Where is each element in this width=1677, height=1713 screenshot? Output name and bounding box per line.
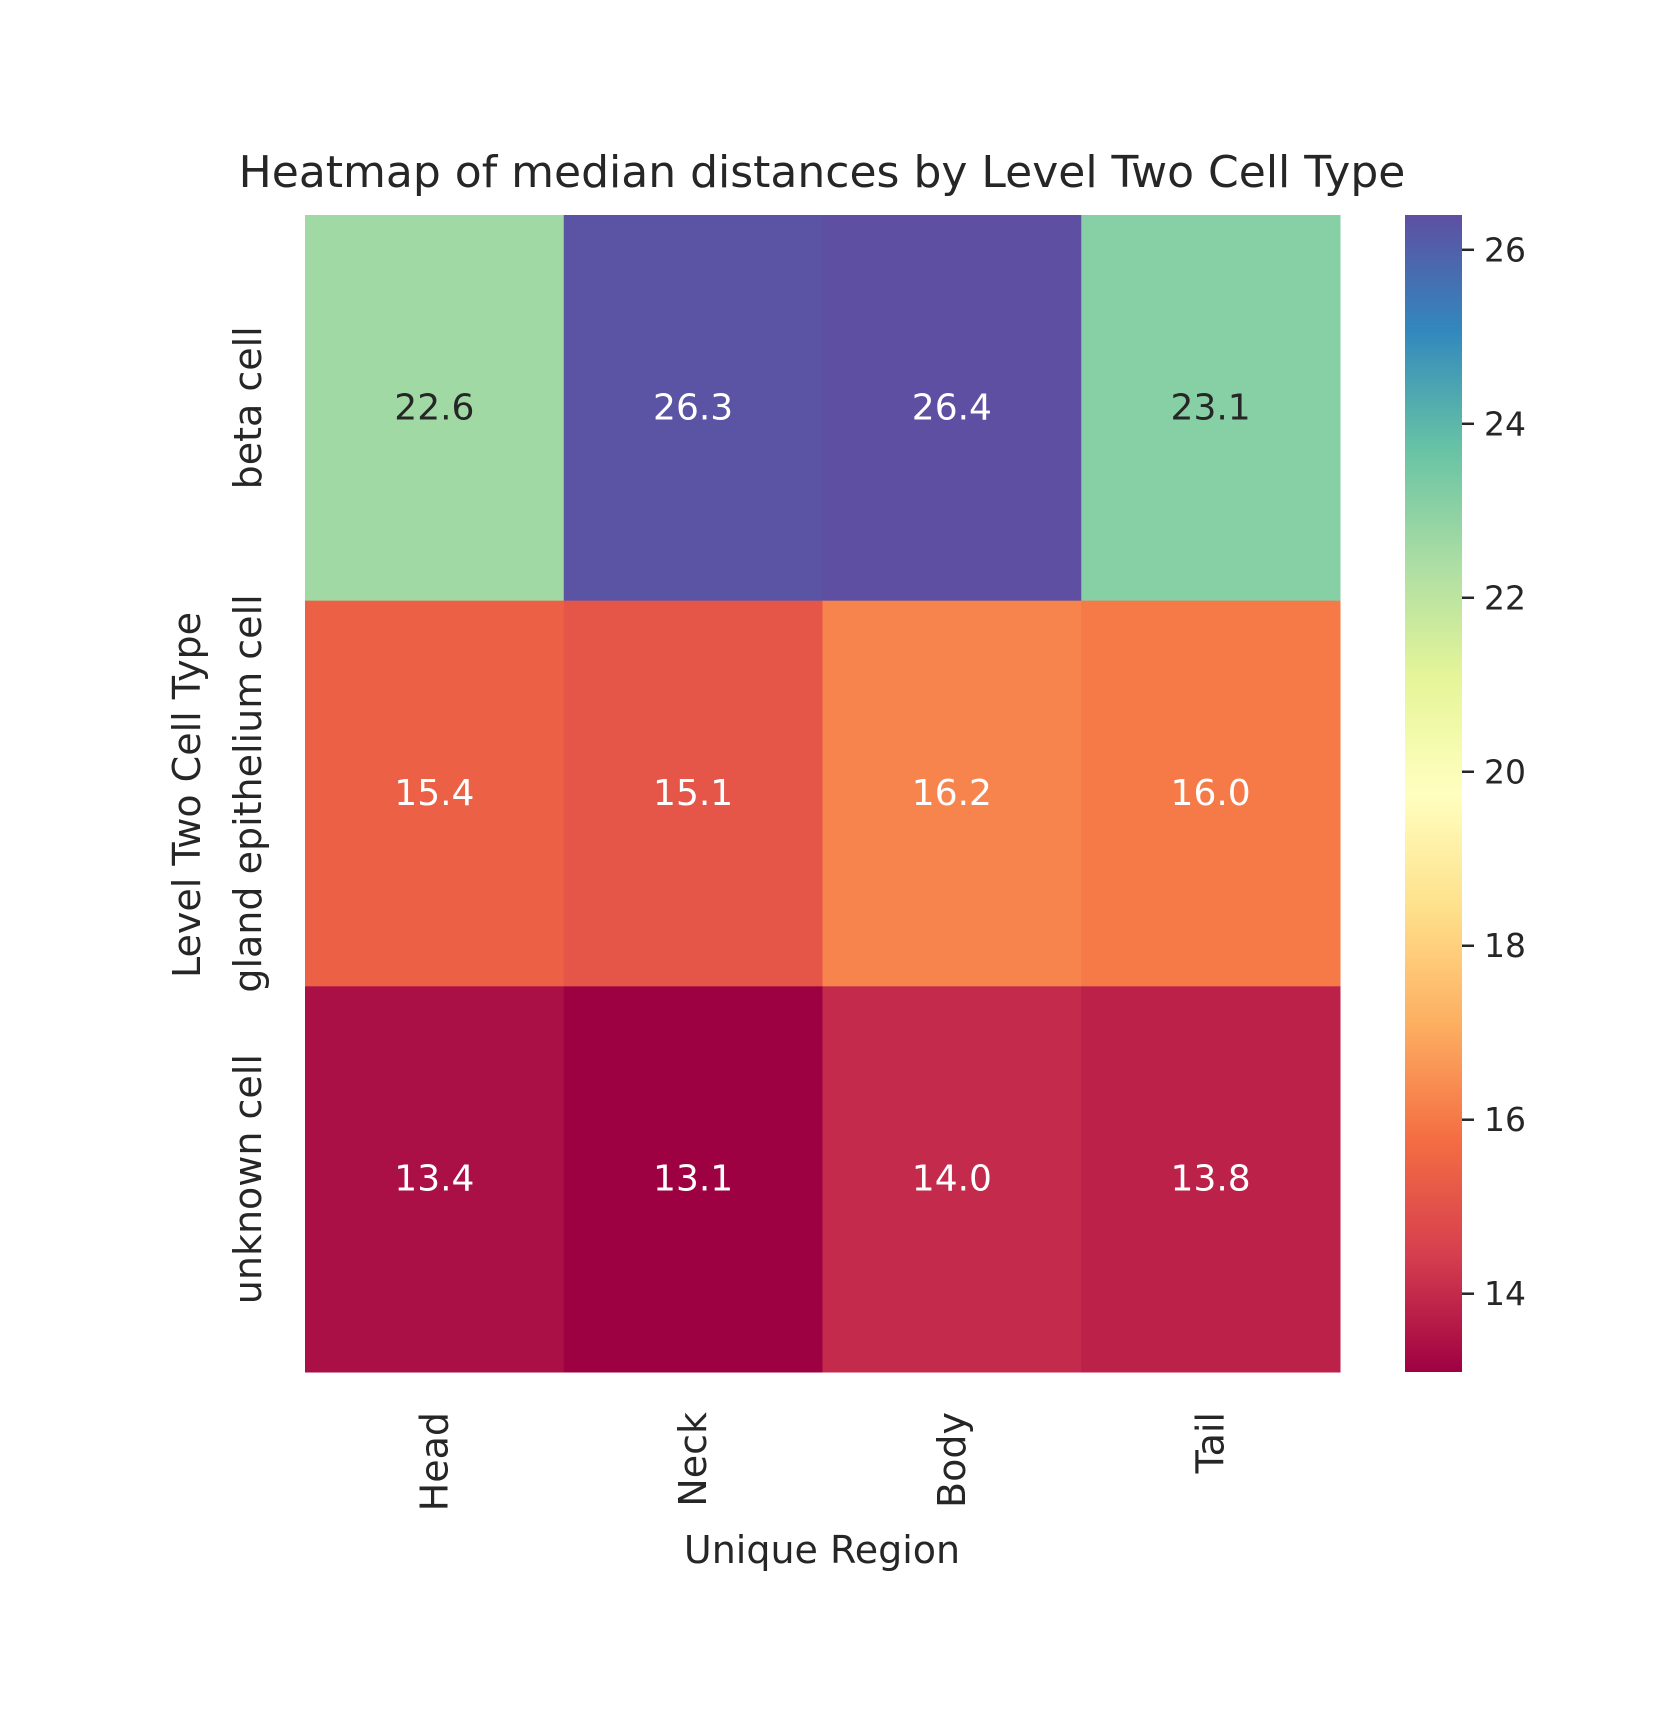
heatmap-cell bbox=[563, 600, 823, 987]
heatmap-cell bbox=[305, 600, 565, 987]
x-tick-label: Neck bbox=[671, 1412, 715, 1507]
colorbar-tick-label: 22 bbox=[1484, 578, 1526, 617]
cell-annotations: 22.6 26.3 26.4 23.1 15.4 15.1 16.2 16.0 13.4 13.1… bbox=[394, 387, 1250, 1199]
colorbar-tick-label: 26 bbox=[1484, 230, 1526, 269]
chart-title: Heatmap of median distances by Level Two… bbox=[239, 147, 1406, 198]
cell-value-label: 26.4 bbox=[912, 387, 992, 428]
y-tick-label: gland epithelium cell bbox=[226, 594, 270, 992]
cell-value-label: 23.1 bbox=[1171, 387, 1251, 428]
cell-value-label: 22.6 bbox=[394, 387, 474, 428]
heatmap-cell bbox=[1081, 986, 1341, 1373]
heatmap-cell bbox=[563, 986, 823, 1373]
heatmap-cell bbox=[1081, 600, 1341, 987]
heatmap-cell bbox=[822, 986, 1082, 1373]
heatmap-cells bbox=[305, 215, 1341, 1373]
cell-value-label: 16.2 bbox=[912, 773, 992, 814]
colorbar-tick-label: 18 bbox=[1484, 926, 1526, 965]
cell-value-label: 15.4 bbox=[394, 773, 474, 814]
heatmap-cell bbox=[822, 215, 1082, 602]
colorbar-tick-label: 24 bbox=[1484, 404, 1526, 443]
cell-value-label: 26.3 bbox=[653, 387, 733, 428]
x-axis-label: Unique Region bbox=[684, 1528, 960, 1572]
heatmap-cell bbox=[1081, 215, 1341, 602]
cell-value-label: 13.1 bbox=[653, 1159, 733, 1200]
y-tick-labels: beta cell gland epithelium cell unknown ce… bbox=[226, 326, 270, 1304]
y-axis-label: Level Two Cell Type bbox=[165, 612, 209, 978]
cell-value-label: 16.0 bbox=[1171, 773, 1251, 814]
cell-value-label: 13.8 bbox=[1171, 1159, 1251, 1200]
x-tick-labels: Head Neck Body Tail bbox=[412, 1412, 1232, 1511]
heatmap-cell bbox=[822, 600, 1082, 987]
colorbar-tick-label: 16 bbox=[1484, 1100, 1526, 1139]
heatmap-cell bbox=[305, 986, 565, 1373]
colorbar-gradient bbox=[1405, 215, 1462, 1372]
y-tick-label: beta cell bbox=[226, 326, 270, 489]
cell-value-label: 13.4 bbox=[394, 1159, 474, 1200]
heatmap-cell bbox=[563, 215, 823, 602]
y-tick-label: unknown cell bbox=[226, 1054, 270, 1304]
colorbar-tick-label: 14 bbox=[1484, 1274, 1526, 1313]
x-tick-label: Head bbox=[412, 1412, 456, 1511]
cell-value-label: 15.1 bbox=[653, 773, 733, 814]
colorbar: 14 16 18 20 22 24 26 bbox=[1405, 215, 1526, 1372]
colorbar-tick-label: 20 bbox=[1484, 752, 1526, 791]
x-tick-label: Body bbox=[930, 1412, 974, 1508]
x-tick-label: Tail bbox=[1189, 1412, 1233, 1474]
cell-value-label: 14.0 bbox=[912, 1159, 992, 1200]
heatmap-cell bbox=[305, 215, 565, 602]
